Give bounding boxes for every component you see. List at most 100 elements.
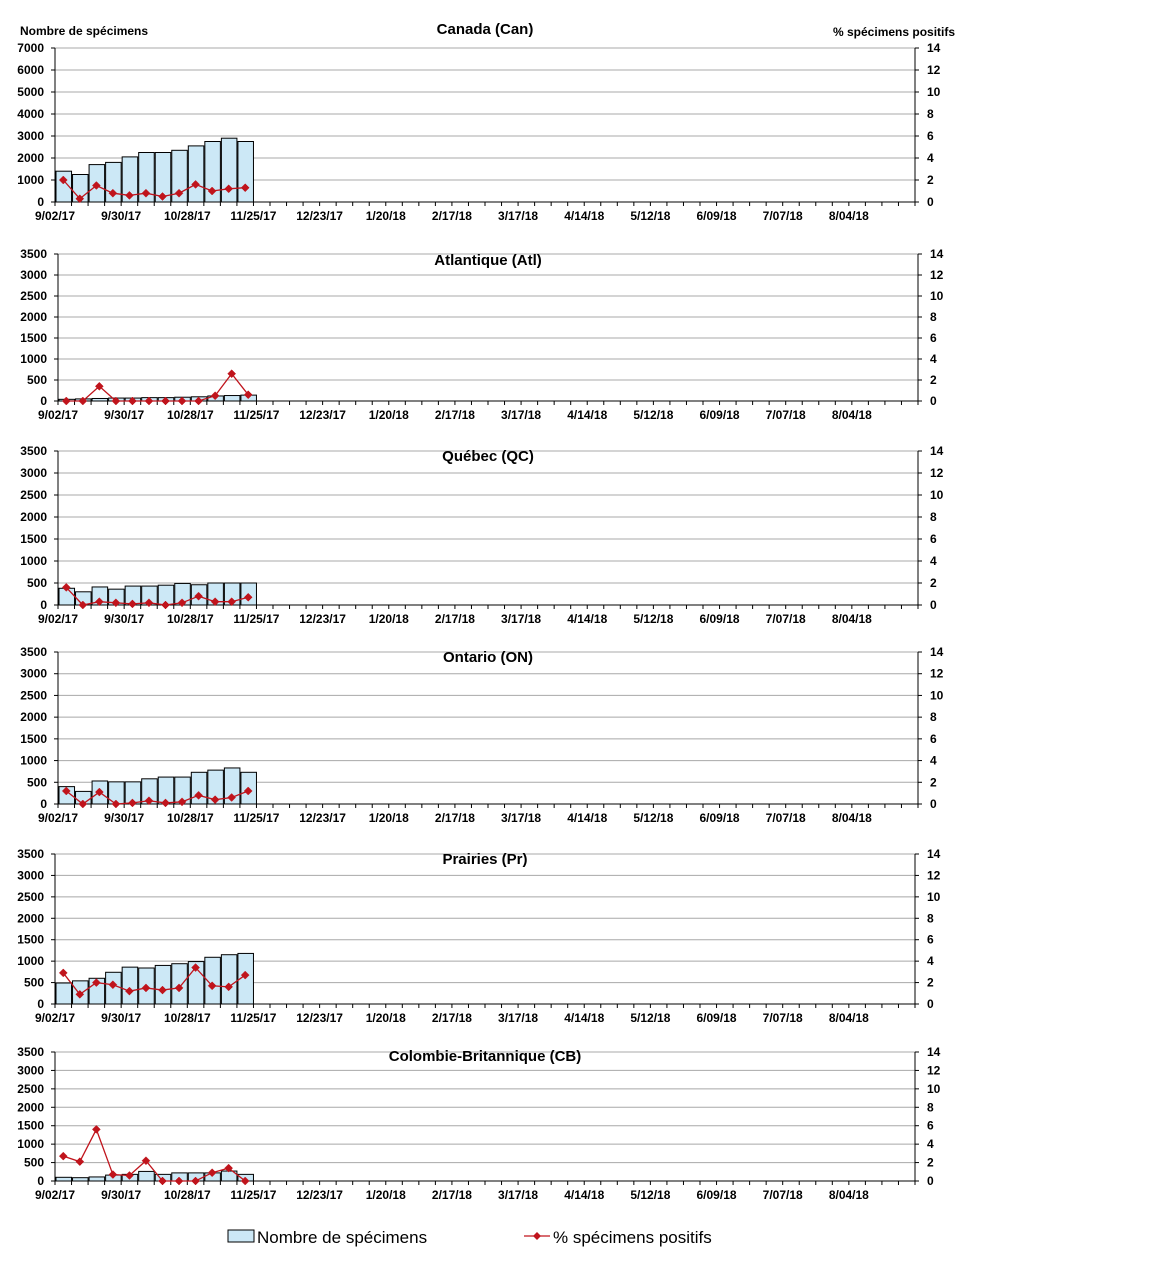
y-tick-label: 2000 xyxy=(17,151,44,165)
pct-marker xyxy=(174,983,184,993)
y-tick-label: 3500 xyxy=(20,247,47,261)
bar xyxy=(154,964,172,1005)
x-tick-label: 3/17/18 xyxy=(498,209,538,223)
x-tick-label: 2/17/18 xyxy=(435,612,475,626)
y2-tick-label: 10 xyxy=(930,488,944,502)
x-tick-label: 11/25/17 xyxy=(230,1188,276,1202)
x-tick-label: 9/30/17 xyxy=(101,1188,141,1202)
pct-marker xyxy=(78,396,88,406)
x-tick-label: 4/14/18 xyxy=(564,1188,604,1202)
pct-marker xyxy=(207,1168,217,1178)
pct-marker xyxy=(111,598,121,608)
y2-tick-label: 0 xyxy=(930,394,937,408)
x-tick-label: 9/02/17 xyxy=(38,612,78,626)
pct-marker xyxy=(144,396,154,406)
panel-2: 0 500 1000 1500 2000 2500 3000 3500 0 2 4 6 8 10 12 14 9… xyxy=(20,444,943,626)
y2-tick-label: 4 xyxy=(930,554,937,568)
pct-marker xyxy=(158,985,167,995)
y-tick-label: 3000 xyxy=(20,667,47,681)
bar xyxy=(190,771,208,805)
chart-title: Ontario (ON) xyxy=(443,649,533,666)
bar xyxy=(223,395,241,402)
pct-marker xyxy=(177,598,187,608)
y2-tick-label: 8 xyxy=(927,911,934,925)
pct-marker xyxy=(191,180,200,189)
pct-marker xyxy=(141,188,151,198)
x-tick-label: 7/07/18 xyxy=(763,1011,803,1025)
y2-tick-label: 8 xyxy=(927,1100,934,1114)
x-tick-label: 5/12/18 xyxy=(630,1011,670,1025)
y-tick-label: 2500 xyxy=(17,890,44,904)
pct-marker xyxy=(144,598,154,608)
pct-marker xyxy=(194,396,203,406)
y-tick-label: 4000 xyxy=(17,107,44,121)
y2-tick-label: 12 xyxy=(927,63,941,77)
y2-tick-label: 2 xyxy=(927,1156,934,1170)
pct-marker xyxy=(61,583,71,592)
bar xyxy=(171,963,188,1005)
y2-tick-label: 12 xyxy=(930,667,944,681)
x-tick-label: 3/17/18 xyxy=(498,1011,538,1025)
bar xyxy=(220,954,238,1005)
y-tick-label: 3000 xyxy=(20,466,47,480)
pct-marker xyxy=(207,186,217,196)
legend: Nombre de spécimens % spécimens positifs xyxy=(227,1228,712,1247)
y2-tick-label: 14 xyxy=(930,247,944,261)
x-tick-label: 8/04/18 xyxy=(829,1188,869,1202)
x-tick-label: 1/20/18 xyxy=(369,811,409,825)
x-tick-label: 9/30/17 xyxy=(104,408,144,422)
y2-tick-label: 0 xyxy=(930,598,937,612)
pct-marker xyxy=(91,181,101,190)
pct-marker xyxy=(144,796,154,806)
y-tick-label: 3500 xyxy=(20,645,47,659)
x-tick-label: 8/04/18 xyxy=(829,209,869,223)
y-tick-label: 0 xyxy=(37,195,44,209)
x-tick-label: 1/20/18 xyxy=(369,612,409,626)
x-tick-label: 3/17/18 xyxy=(498,1188,538,1202)
x-tick-label: 7/07/18 xyxy=(763,1188,803,1202)
y-axis-label: Nombre de spécimens xyxy=(20,24,148,38)
y2-tick-label: 12 xyxy=(930,466,944,480)
x-tick-label: 3/17/18 xyxy=(501,408,541,422)
bar xyxy=(88,1176,106,1182)
y2-tick-label: 4 xyxy=(927,954,934,968)
x-tick-label: 4/14/18 xyxy=(564,209,604,223)
panel-4: 0 500 1000 1500 2000 2500 3000 3500 0 2 4 6 8 10 12 14 9… xyxy=(17,847,940,1025)
pct-marker xyxy=(75,990,85,999)
y2-tick-label: 0 xyxy=(927,195,934,209)
x-tick-label: 9/30/17 xyxy=(101,1011,141,1025)
y2-tick-label: 4 xyxy=(930,352,937,366)
y2-tick-label: 14 xyxy=(927,847,941,861)
y-tick-label: 3500 xyxy=(17,847,44,861)
y-tick-label: 2500 xyxy=(17,1082,44,1096)
y-tick-label: 2500 xyxy=(20,488,47,502)
y2-tick-label: 4 xyxy=(927,151,934,165)
x-tick-label: 11/25/17 xyxy=(233,811,279,825)
y-tick-label: 2000 xyxy=(20,710,47,724)
x-tick-label: 1/20/18 xyxy=(366,209,406,223)
pct-marker xyxy=(108,188,118,198)
y2-tick-label: 6 xyxy=(927,129,934,143)
y2-tick-label: 14 xyxy=(927,41,941,55)
pct-marker xyxy=(108,980,118,990)
y2-tick-label: 6 xyxy=(930,532,937,546)
y-tick-label: 1000 xyxy=(17,173,44,187)
y-tick-label: 0 xyxy=(37,997,44,1011)
x-tick-label: 2/17/18 xyxy=(432,1188,472,1202)
x-tick-label: 12/23/17 xyxy=(299,612,346,626)
x-tick-label: 4/14/18 xyxy=(567,408,607,422)
y-tick-label: 2000 xyxy=(20,310,47,324)
y2-tick-label: 10 xyxy=(930,688,944,702)
x-tick-label: 8/04/18 xyxy=(832,811,872,825)
pct-marker xyxy=(177,396,187,406)
pct-marker xyxy=(243,592,253,602)
y-tick-label: 0 xyxy=(40,394,47,408)
legend-line-label: % spécimens positifs xyxy=(553,1228,712,1247)
x-tick-label: 12/23/17 xyxy=(299,811,346,825)
y2-tick-label: 14 xyxy=(930,645,944,659)
y-tick-label: 1000 xyxy=(20,754,47,768)
pct-marker xyxy=(224,982,234,992)
x-tick-label: 6/09/18 xyxy=(700,612,740,626)
pct-marker xyxy=(194,790,203,800)
y-tick-label: 0 xyxy=(40,797,47,811)
